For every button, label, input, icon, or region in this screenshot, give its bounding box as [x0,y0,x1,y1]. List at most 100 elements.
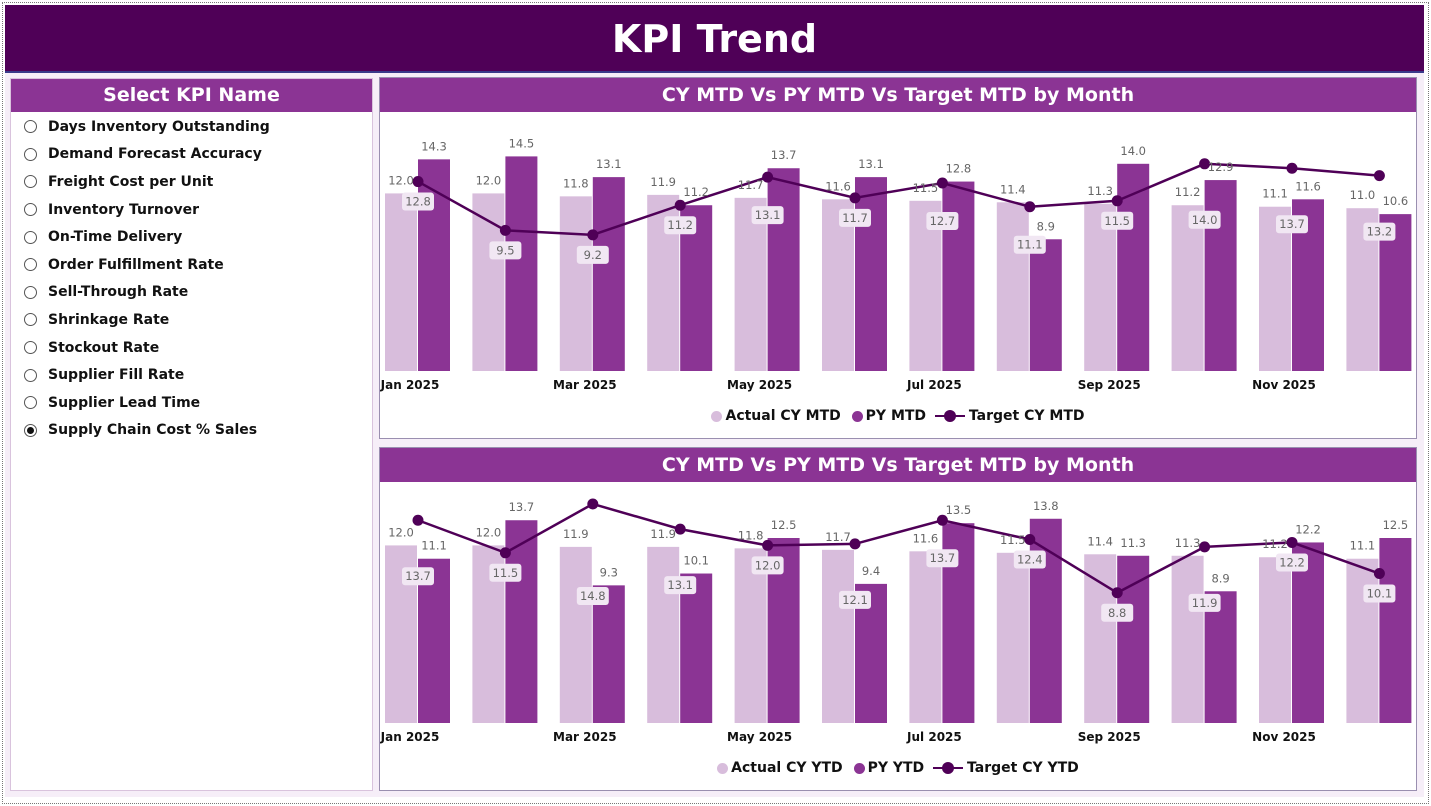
target-point[interactable] [499,547,511,559]
bar-py[interactable] [1029,239,1062,371]
bar-py[interactable] [1292,542,1324,723]
legend-target[interactable]: Target CY YTD [967,760,1079,776]
target-point[interactable] [1111,587,1123,599]
bar-actual[interactable] [996,202,1029,371]
target-point[interactable] [1373,170,1385,182]
kpi-option[interactable]: Freight Cost per Unit [11,168,372,196]
kpi-option[interactable]: Sell-Through Rate [11,279,372,307]
label-target-box[interactable] [839,208,871,227]
label-target-box[interactable] [1013,235,1046,254]
target-point[interactable] [674,523,686,535]
bar-actual[interactable] [559,546,592,723]
target-point[interactable] [1199,541,1211,553]
radio-button-icon[interactable] [24,396,37,410]
radio-button-icon[interactable] [24,368,37,382]
bar-py[interactable] [1204,591,1237,723]
label-target-box[interactable] [664,216,697,235]
radio-button-icon[interactable] [24,147,37,161]
bar-actual[interactable] [385,193,417,371]
legend-py[interactable]: PY YTD [867,760,925,776]
target-point[interactable] [1286,162,1298,174]
bar-py[interactable] [1204,180,1237,371]
bar-py[interactable] [942,181,975,371]
target-point[interactable] [936,514,948,526]
bar-actual[interactable] [822,199,854,371]
kpi-option[interactable]: Inventory Turnover [11,196,372,224]
kpi-option[interactable]: On-Time Delivery [11,223,372,251]
bar-actual[interactable] [1084,203,1117,371]
target-point[interactable] [674,199,686,211]
kpi-option[interactable]: Supplier Lead Time [11,389,372,417]
label-target-box[interactable] [926,212,959,231]
target-point[interactable] [1373,568,1385,580]
bar-actual[interactable] [1171,205,1204,371]
kpi-option[interactable]: Demand Forecast Accuracy [11,141,372,169]
radio-button-icon[interactable] [24,313,37,327]
radio-button-icon[interactable] [24,120,37,134]
bar-actual[interactable] [1259,206,1291,371]
bar-py[interactable] [505,156,538,371]
radio-button-icon[interactable] [24,230,37,244]
target-line[interactable] [417,162,1380,237]
radio-button-icon[interactable] [24,285,37,299]
label-target-box[interactable] [402,567,434,586]
bar-py[interactable] [1117,555,1150,723]
kpi-option[interactable]: Supply Chain Cost % Sales [11,417,372,445]
radio-button-icon[interactable] [24,258,37,272]
target-line[interactable] [417,502,1380,595]
radio-button-icon[interactable] [24,175,37,189]
label-target-box[interactable] [1363,584,1396,603]
target-point[interactable] [1024,533,1036,545]
kpi-option[interactable]: Shrinkage Rate [11,306,372,334]
label-target-box[interactable] [1276,215,1308,234]
legend-py[interactable]: PY MTD [865,408,927,424]
radio-button-icon[interactable] [24,341,37,355]
label-target-box[interactable] [751,206,784,225]
label-target-box[interactable] [751,556,784,575]
target-point[interactable] [412,176,424,188]
kpi-option[interactable]: Order Fulfillment Rate [11,251,372,279]
bar-actual[interactable] [909,551,942,723]
kpi-option[interactable]: Days Inventory Outstanding [11,113,372,141]
bar-actual[interactable] [996,552,1029,723]
radio-button-icon[interactable] [24,203,37,217]
target-point[interactable] [499,224,511,236]
label-target-box[interactable] [576,586,609,605]
label-target-box[interactable] [489,563,522,582]
kpi-option[interactable]: Supplier Fill Rate [11,361,372,389]
legend-actual[interactable]: Actual CY YTD [731,760,843,776]
target-point[interactable] [762,171,774,183]
bar-py[interactable] [855,177,887,371]
target-point[interactable] [1286,536,1298,548]
label-target-box[interactable] [664,576,697,595]
label-target-box[interactable] [1101,603,1134,622]
bar-actual[interactable] [559,196,592,371]
label-target-box[interactable] [1101,211,1134,230]
kpi-option[interactable]: Stockout Rate [11,334,372,362]
target-point[interactable] [1199,158,1211,170]
label-target-box[interactable] [1188,593,1221,612]
label-target-box[interactable] [402,192,434,211]
bar-actual[interactable] [822,549,854,723]
target-point[interactable] [412,514,424,526]
label-target-box[interactable] [926,549,959,568]
target-point[interactable] [762,539,774,551]
bar-actual[interactable] [1171,555,1204,723]
bar-actual[interactable] [1259,557,1291,723]
label-target-box[interactable] [1276,553,1308,572]
bar-py[interactable] [418,558,450,723]
bar-py[interactable] [680,573,713,723]
label-target-box[interactable] [839,590,871,609]
legend-actual[interactable]: Actual CY MTD [725,408,841,424]
bar-py[interactable] [1379,538,1412,723]
target-point[interactable] [936,177,948,189]
label-target-box[interactable] [1188,210,1221,229]
bar-actual[interactable] [1346,558,1379,723]
target-point[interactable] [1024,201,1036,213]
radio-button-icon[interactable] [24,423,37,437]
target-point[interactable] [587,498,599,510]
bar-actual[interactable] [472,193,505,371]
bar-py[interactable] [592,177,625,371]
bar-actual[interactable] [647,546,680,723]
target-point[interactable] [849,192,861,204]
